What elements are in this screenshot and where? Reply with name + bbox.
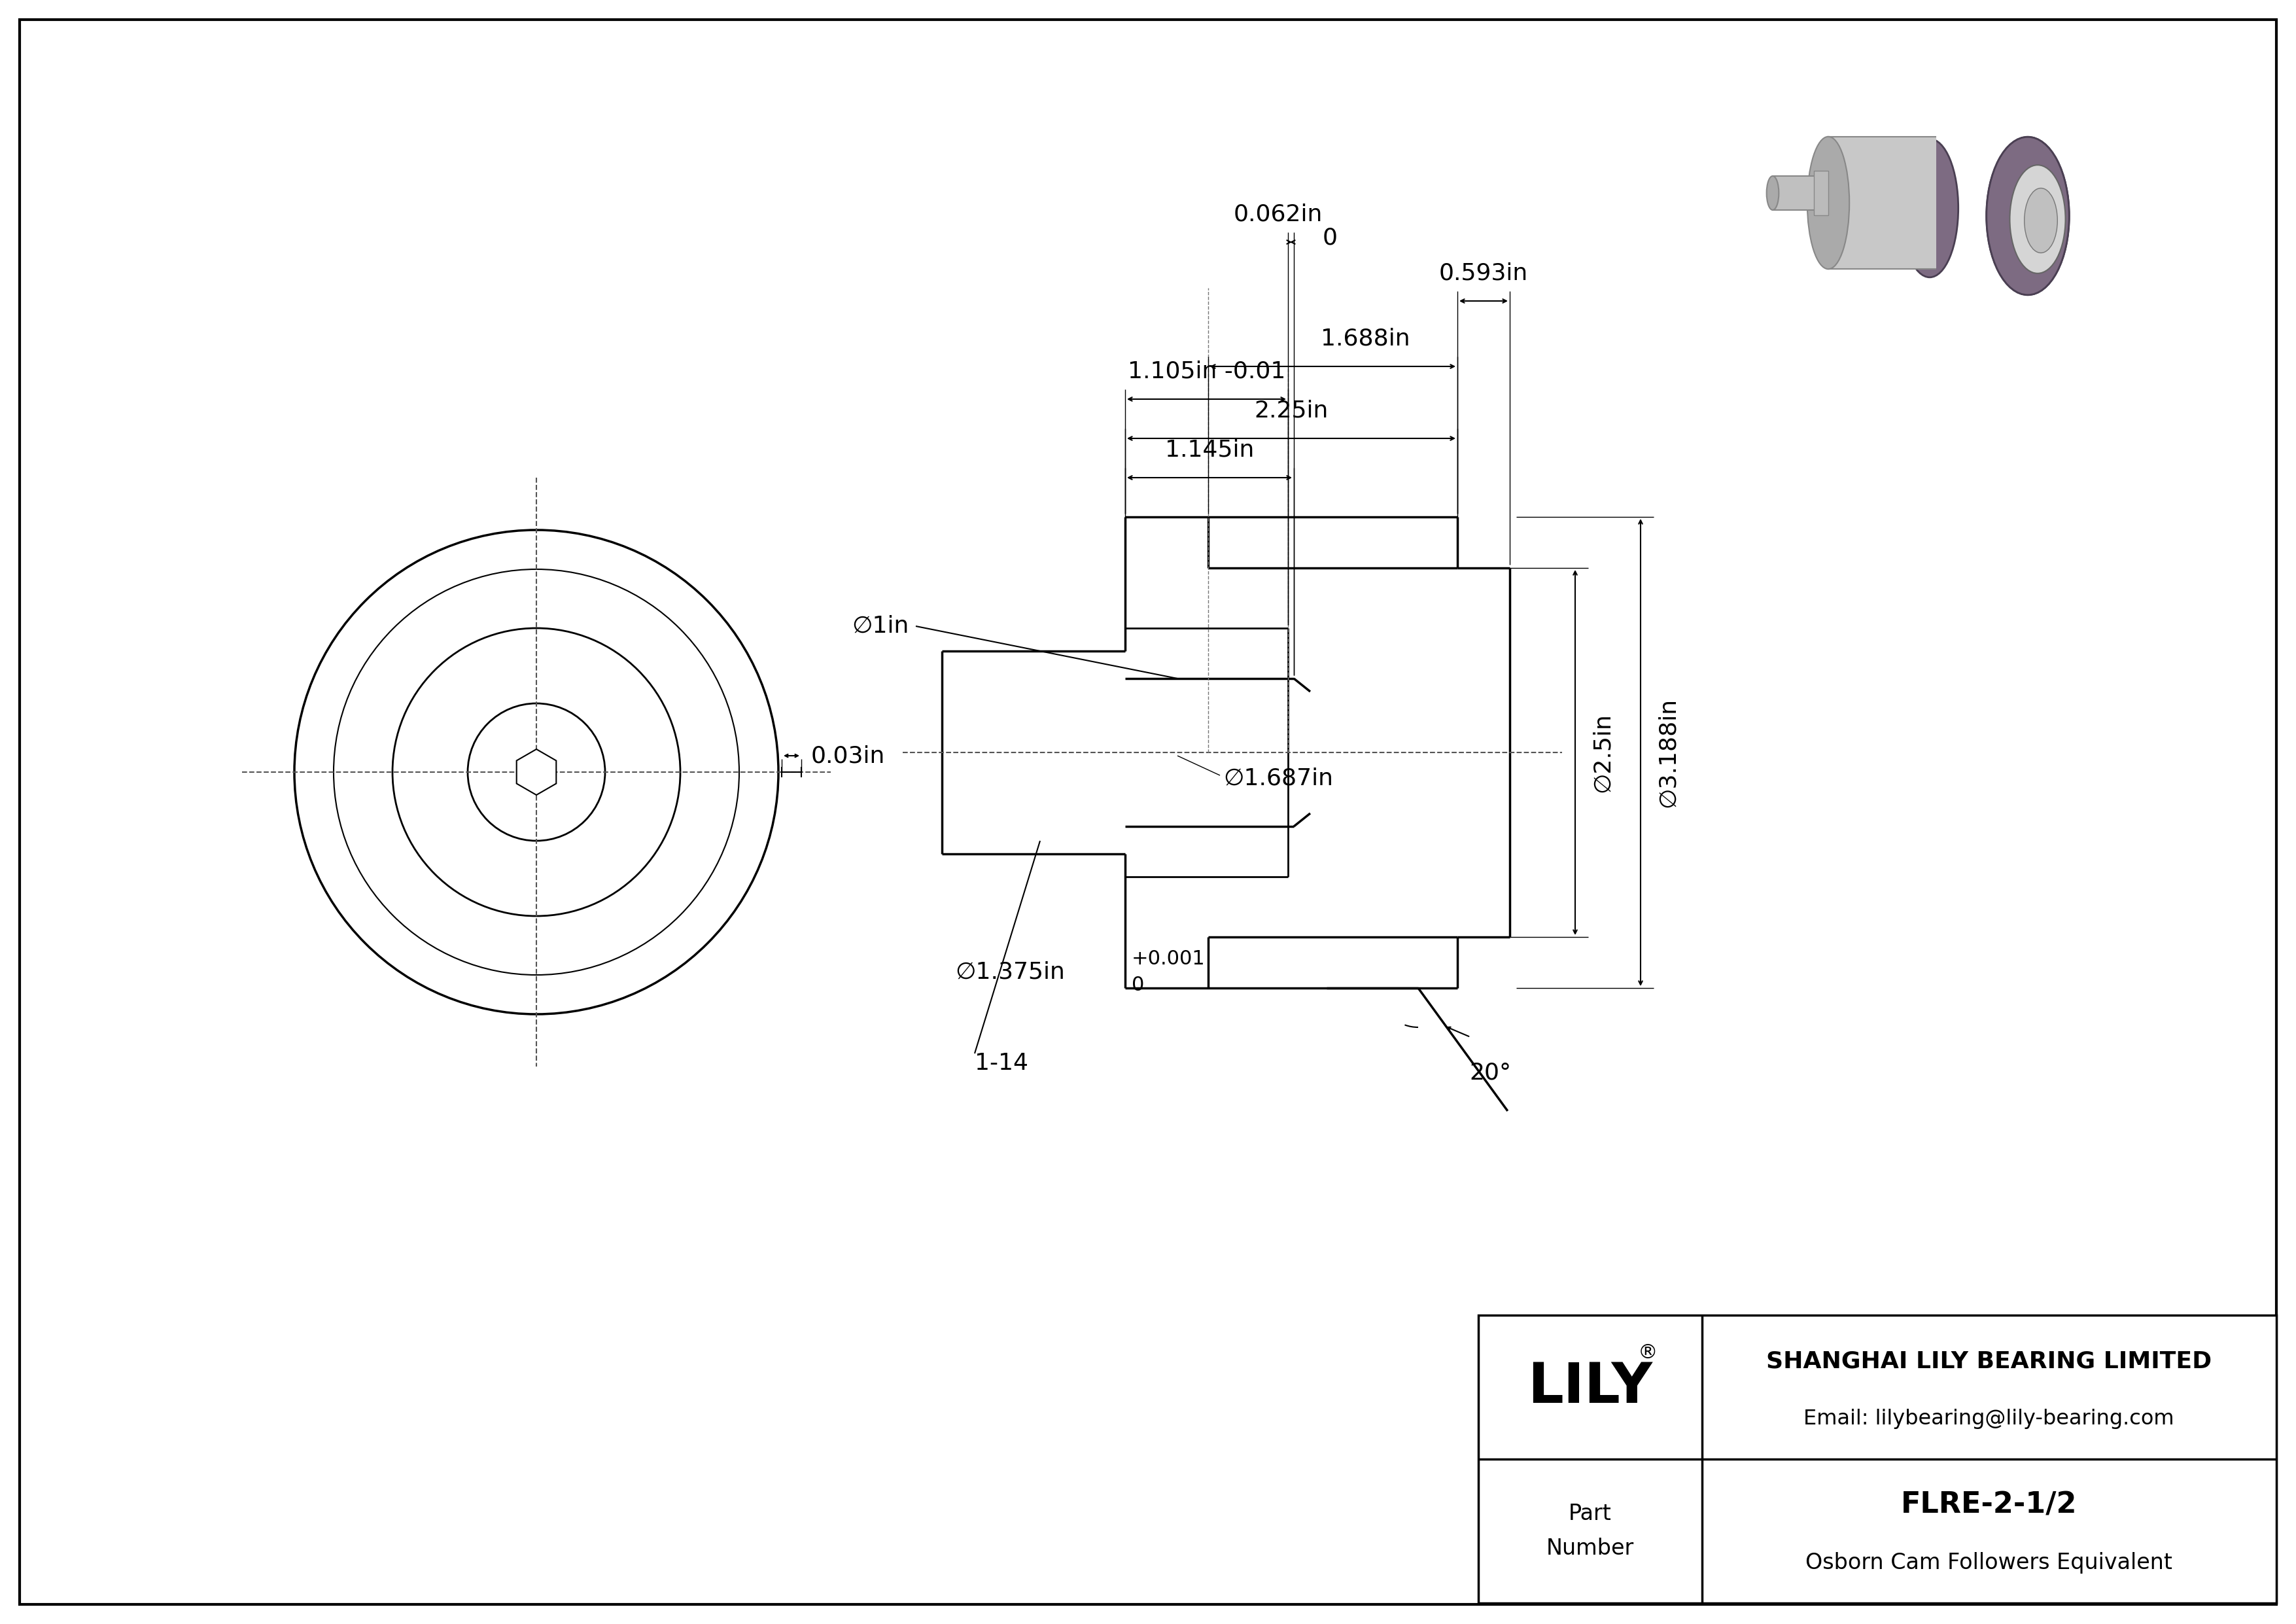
Bar [1479,1315,2275,1603]
Text: ∅1.375in: ∅1.375in [955,960,1065,983]
Text: 2.25in: 2.25in [1254,400,1329,422]
Text: 0.062in: 0.062in [1233,203,1322,226]
Bar [1828,136,1936,270]
Ellipse shape [1807,136,1848,270]
Text: ∅1.687in: ∅1.687in [1224,768,1334,789]
Text: Email: lilybearing@lily-bearing.com: Email: lilybearing@lily-bearing.com [1805,1408,2174,1429]
Bar [1773,175,1828,209]
Text: SHANGHAI LILY BEARING LIMITED: SHANGHAI LILY BEARING LIMITED [1766,1350,2211,1372]
Text: ∅3.188in: ∅3.188in [1658,697,1678,807]
Circle shape [393,628,680,916]
Text: 1.145in: 1.145in [1164,438,1254,461]
Text: 0: 0 [1132,976,1143,994]
Text: LILY: LILY [1527,1359,1653,1415]
Text: ∅1in: ∅1in [852,615,909,637]
Ellipse shape [1901,138,1958,278]
Text: ∅2.5in: ∅2.5in [1591,713,1614,793]
Ellipse shape [1986,136,2069,296]
Text: 20°: 20° [1469,1062,1511,1085]
Text: Part
Number: Part Number [1545,1502,1635,1559]
Text: +0.001: +0.001 [1132,948,1205,968]
Text: FLRE-2-1/2: FLRE-2-1/2 [1901,1491,2078,1518]
Polygon shape [517,749,556,796]
Text: 1-14: 1-14 [976,1052,1029,1075]
Circle shape [333,570,739,974]
Text: 1.688in: 1.688in [1320,328,1410,351]
Ellipse shape [1986,136,2069,296]
Ellipse shape [1766,175,1779,209]
Ellipse shape [2025,188,2057,253]
Circle shape [294,529,778,1013]
Text: 0: 0 [1322,226,1339,248]
Text: 0.593in: 0.593in [1440,263,1529,284]
Text: 0.03in: 0.03in [810,745,886,767]
Text: ®: ® [1637,1343,1658,1363]
Circle shape [468,703,606,841]
Ellipse shape [2009,166,2066,273]
Bar [1814,171,1828,216]
Text: Osborn Cam Followers Equivalent: Osborn Cam Followers Equivalent [1805,1553,2172,1574]
Text: 1.105in -0.01: 1.105in -0.01 [1127,361,1286,383]
